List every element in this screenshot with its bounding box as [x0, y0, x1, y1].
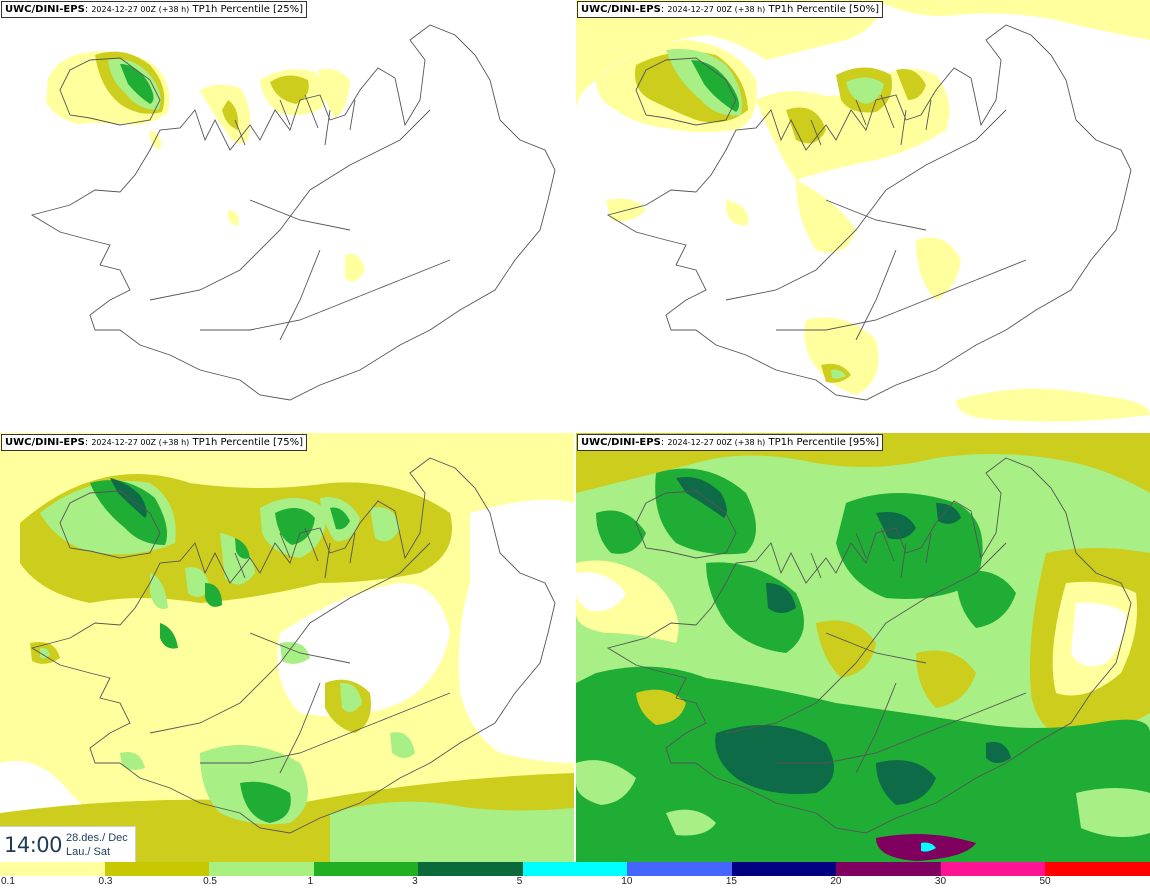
model-name: UWC/DINI-EPS — [581, 4, 661, 15]
percentile-label: TP1h Percentile [75%] — [192, 437, 304, 448]
legend-tick-label: 20 — [830, 876, 842, 887]
legend-swatch — [627, 862, 733, 876]
map-panel-p95: UWC/DINI-EPS: 2024-12-27 00Z (+38 h) TP1… — [576, 433, 1150, 864]
legend-swatch — [940, 862, 1046, 876]
precip-map-p50 — [576, 0, 1150, 422]
legend-swatch — [1045, 862, 1150, 876]
precip-legend: 0.1 0.3 0.5 1 3 5 10 15 20 30 50 — [0, 862, 1150, 891]
legend-swatch — [313, 862, 419, 876]
legend-tick-label: 50 — [1039, 876, 1051, 887]
iceland-outline — [606, 457, 1132, 834]
legend-tick-label: 15 — [725, 876, 737, 887]
precip-map-p75 — [0, 433, 574, 864]
run-time: 2024-12-27 00Z (+38 h) — [667, 5, 766, 14]
panel-title-p75: UWC/DINI-EPS: 2024-12-27 00Z (+38 h) TP1… — [1, 434, 308, 451]
run-time: 2024-12-27 00Z (+38 h) — [91, 5, 190, 14]
legend-tick-label: 0.3 — [98, 876, 113, 887]
legend-tick-label: 30 — [934, 876, 947, 887]
model-name: UWC/DINI-EPS — [5, 437, 85, 448]
run-time: 2024-12-27 00Z (+38 h) — [667, 438, 766, 447]
precip-map-p25 — [30, 24, 556, 401]
legend-tick-label: 10 — [621, 876, 633, 887]
precip-fields — [46, 51, 365, 282]
precip-map-p95 — [576, 433, 1150, 864]
legend-swatch — [522, 862, 628, 876]
precip-fields — [576, 0, 1150, 422]
legend-tick-label: 5 — [516, 876, 523, 887]
percentile-label: TP1h Percentile [25%] — [192, 4, 304, 15]
percentile-label: TP1h Percentile [95%] — [768, 437, 880, 448]
legend-swatch — [0, 862, 105, 876]
percentile-label: TP1h Percentile [50%] — [768, 4, 880, 15]
legend-swatch — [731, 862, 837, 876]
iceland-outline — [30, 457, 556, 834]
iceland-outline — [606, 24, 1132, 401]
map-panel-p25: UWC/DINI-EPS: 2024-12-27 00Z (+38 h) TP1… — [0, 0, 574, 431]
valid-time-box: 14:00 28.des./ Dec Lau./ Sat — [0, 826, 136, 863]
panel-title-p95: UWC/DINI-EPS: 2024-12-27 00Z (+38 h) TP1… — [577, 434, 884, 451]
run-time: 2024-12-27 00Z (+38 h) — [91, 438, 190, 447]
valid-time-clock: 14:00 — [4, 833, 63, 857]
panel-title-p25: UWC/DINI-EPS: 2024-12-27 00Z (+38 h) TP1… — [1, 1, 308, 18]
precip-fields — [576, 433, 1150, 864]
legend-tick-label: 0.5 — [203, 876, 217, 887]
map-panel-p50: UWC/DINI-EPS: 2024-12-27 00Z (+38 h) TP1… — [576, 0, 1150, 431]
panel-title-p50: UWC/DINI-EPS: 2024-12-27 00Z (+38 h) TP1… — [577, 1, 884, 18]
valid-weekday: Lau./ Sat — [66, 846, 111, 858]
legend-swatch — [209, 862, 315, 876]
valid-date: 28.des./ Dec — [66, 832, 128, 844]
legend-tick-label: 0.1 — [1, 876, 15, 887]
legend-swatch — [418, 862, 524, 876]
model-name: UWC/DINI-EPS — [581, 437, 661, 448]
legend-swatch — [836, 862, 942, 876]
precip-fields — [0, 433, 574, 864]
legend-swatch — [104, 862, 210, 876]
legend-tick-label: 3 — [412, 876, 418, 887]
model-name: UWC/DINI-EPS — [5, 4, 85, 15]
map-panel-p75: UWC/DINI-EPS: 2024-12-27 00Z (+38 h) TP1… — [0, 433, 574, 864]
iceland-outline — [30, 24, 556, 401]
legend-tick-label: 1 — [307, 876, 314, 887]
